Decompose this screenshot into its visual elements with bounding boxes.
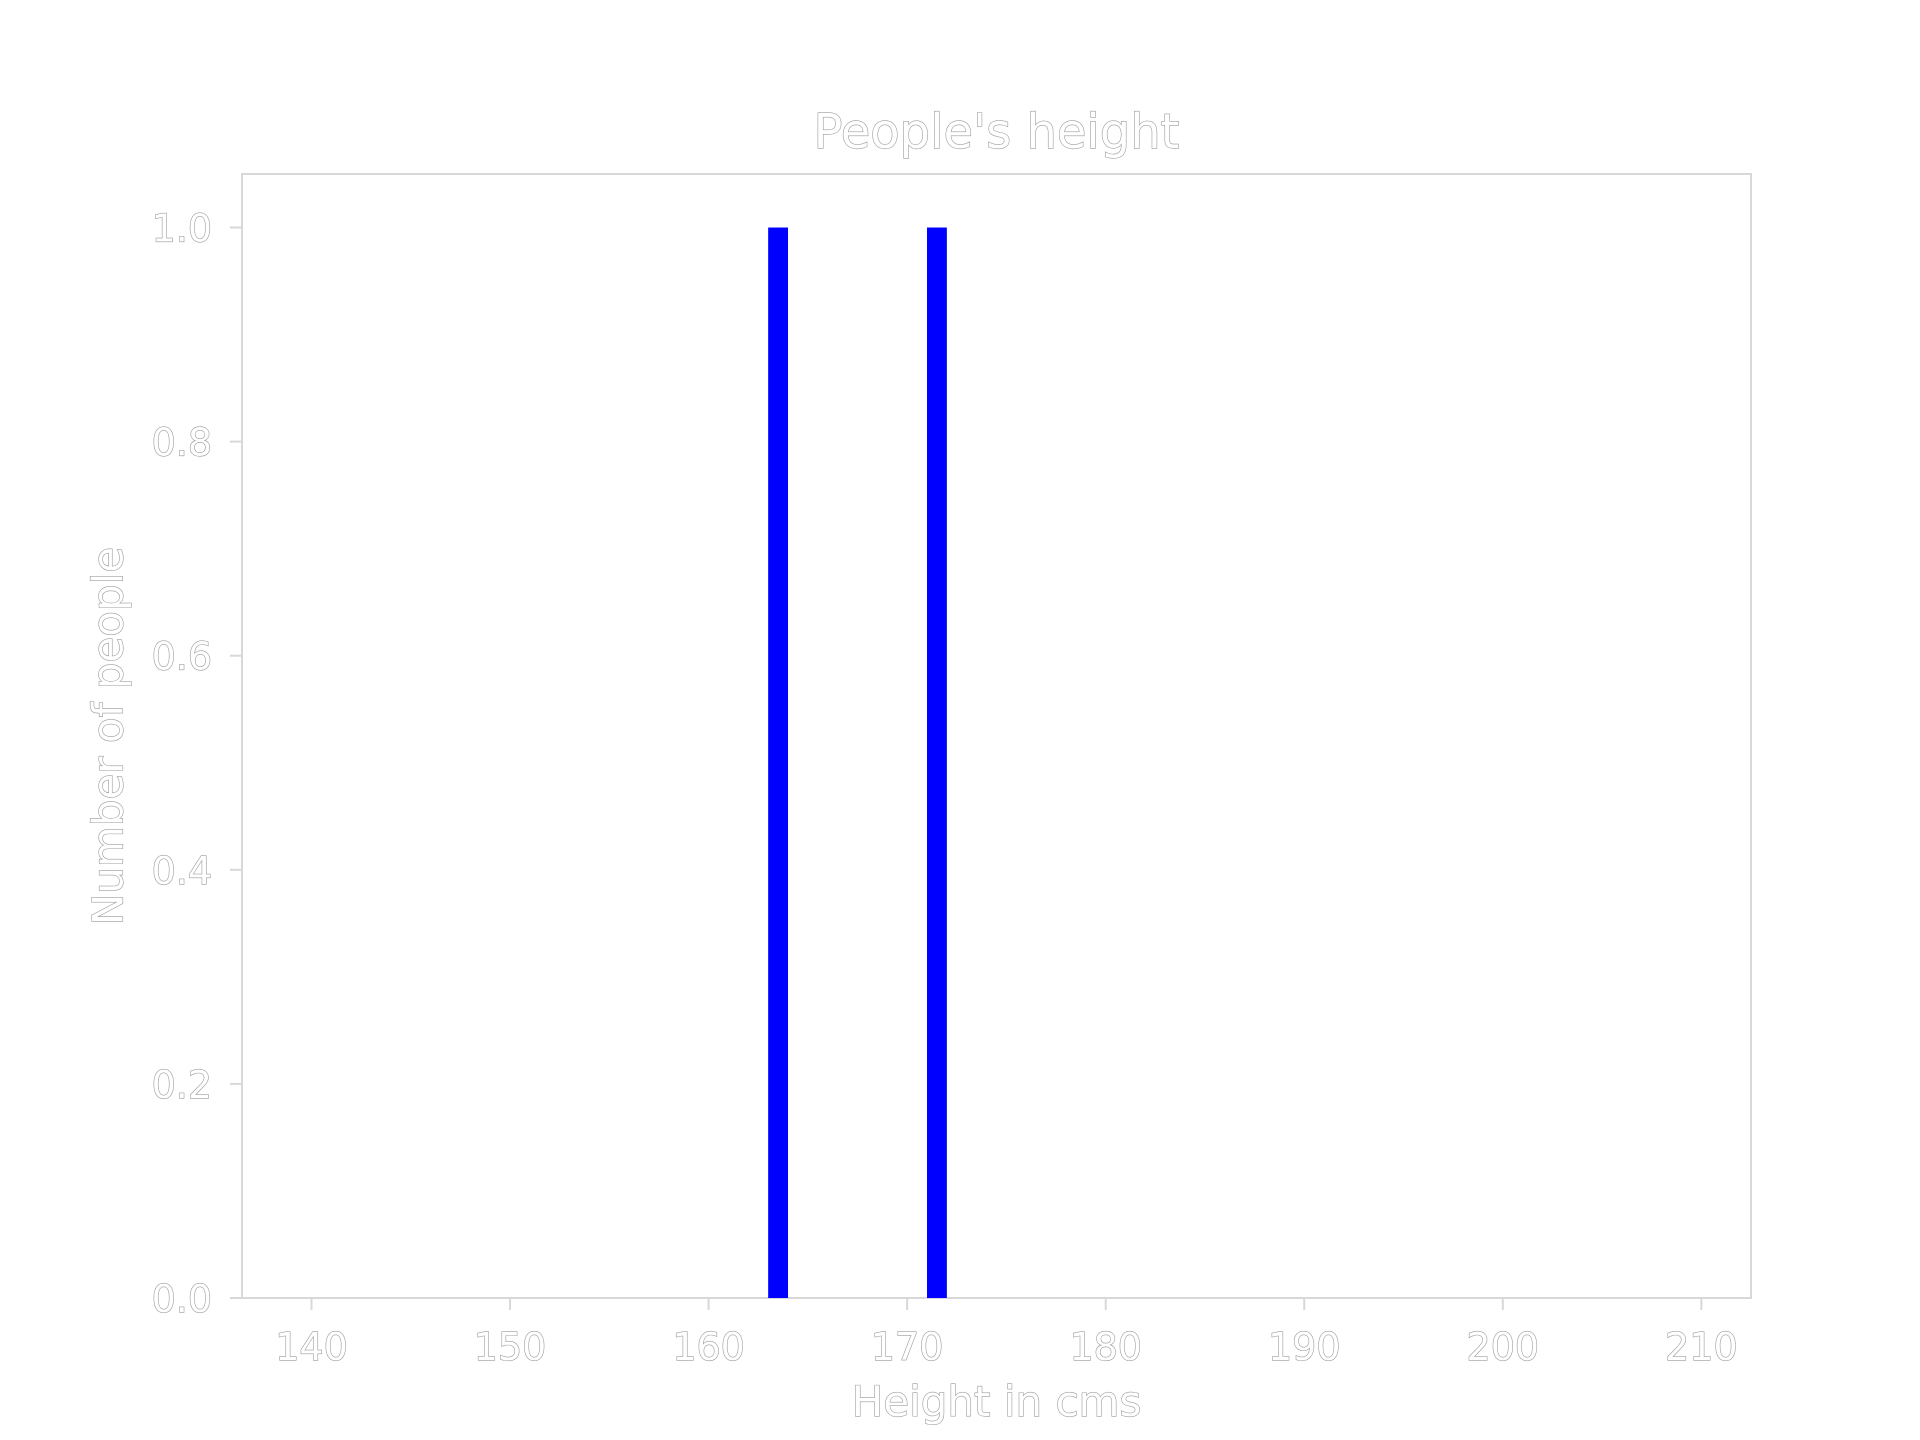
plot-area-frame bbox=[241, 173, 1752, 1299]
y-tick-label: 0.0 bbox=[152, 1277, 212, 1321]
y-tick-label: 0.8 bbox=[152, 421, 212, 465]
y-tick-label: 0.2 bbox=[152, 1063, 212, 1107]
x-tick-label: 150 bbox=[474, 1325, 547, 1369]
y-tick-label: 0.6 bbox=[152, 635, 212, 679]
x-tick-label: 180 bbox=[1069, 1325, 1142, 1369]
x-axis-ticks: 140 150 160 170 180 190 200 210 bbox=[275, 1298, 1738, 1370]
x-tick-label: 210 bbox=[1665, 1325, 1738, 1369]
x-tick-label: 140 bbox=[275, 1325, 348, 1369]
x-tick-label: 160 bbox=[672, 1325, 745, 1369]
y-axis-ticks: 0.0 0.2 0.4 0.6 0.8 1.0 bbox=[151, 206, 242, 1322]
y-tick-label: 0.4 bbox=[152, 849, 212, 893]
x-tick-label: 190 bbox=[1268, 1325, 1341, 1369]
chart-title: People's height bbox=[814, 104, 1180, 160]
x-tick-label: 200 bbox=[1467, 1325, 1540, 1369]
bar-1 bbox=[927, 227, 947, 1298]
bars-layer bbox=[768, 227, 947, 1298]
bar-0 bbox=[768, 227, 789, 1298]
x-tick-label: 170 bbox=[871, 1325, 944, 1369]
y-axis-label: Number of people bbox=[84, 547, 133, 925]
y-tick-label: 1.0 bbox=[152, 207, 212, 251]
x-axis-label: Height in cms bbox=[852, 1377, 1142, 1426]
